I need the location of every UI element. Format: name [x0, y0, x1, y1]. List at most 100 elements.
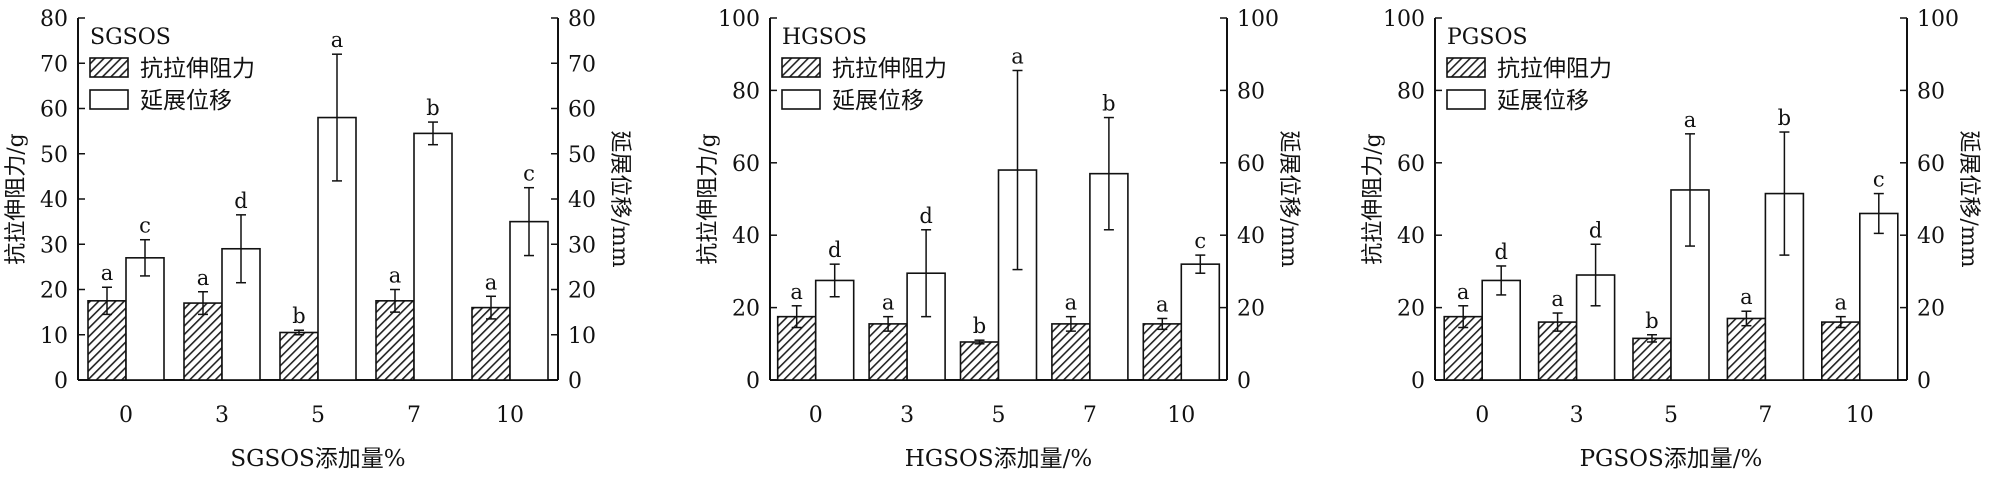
significance-label: d: [919, 204, 932, 228]
x-tick-label: 5: [992, 403, 1006, 428]
significance-label: a: [882, 291, 895, 315]
x-axis-label: PGSOS添加量/%: [1580, 446, 1763, 472]
right-tick-label: 100: [1917, 7, 1959, 32]
chart-panel-hgsos: 0 20 40 60 80 100 0 20 40 60 80 100 0 a d 3 a d 5 b a 7 a b 10 a c…: [696, 7, 1301, 472]
resistance-bar: [471, 306, 511, 381]
right-tick-label: 40: [568, 188, 596, 213]
resistance-bar: [1632, 337, 1672, 381]
significance-label: a: [1835, 291, 1848, 315]
right-tick-label: 0: [1237, 369, 1251, 394]
right-tick-label: 30: [568, 233, 596, 258]
x-tick-label: 7: [1083, 403, 1097, 428]
left-tick-label: 20: [1397, 297, 1425, 322]
right-tick-label: 60: [1237, 152, 1265, 177]
right-tick-label: 0: [568, 369, 582, 394]
significance-label: b: [973, 314, 986, 338]
significance-label: a: [1011, 44, 1024, 68]
significance-label: c: [523, 162, 535, 186]
y2-axis-label: 延展位移/mm: [1276, 130, 1301, 267]
right-tick-label: 20: [1237, 297, 1265, 322]
left-tick-label: 20: [732, 297, 760, 322]
right-tick-label: 20: [568, 279, 596, 304]
x-tick-label: 0: [809, 403, 823, 428]
right-tick-label: 60: [568, 98, 596, 123]
right-tick-label: 40: [1917, 224, 1945, 249]
resistance-bar: [1051, 323, 1091, 381]
significance-label: d: [1589, 218, 1602, 242]
panel-title: PGSOS: [1447, 25, 1528, 50]
left-tick-label: 50: [40, 143, 68, 168]
y-axis-label: 抗拉伸阻力/g: [1361, 133, 1386, 265]
resistance-bar: [279, 331, 319, 381]
x-axis-label: SGSOS添加量%: [230, 446, 405, 472]
right-tick-label: 10: [568, 324, 596, 349]
displacement-bar: [413, 132, 453, 381]
significance-label: a: [1551, 287, 1564, 311]
significance-label: a: [331, 28, 344, 52]
significance-label: b: [1778, 106, 1791, 130]
significance-label: d: [1494, 240, 1507, 264]
left-tick-label: 20: [40, 279, 68, 304]
significance-label: a: [1156, 292, 1169, 316]
resistance-bar: [183, 302, 223, 381]
significance-label: a: [1457, 280, 1470, 304]
right-tick-label: 60: [1917, 152, 1945, 177]
resistance-bar: [959, 341, 1000, 381]
legend-label: 抗拉伸阻力: [832, 56, 947, 82]
right-tick-label: 80: [1917, 79, 1945, 104]
x-tick-label: 5: [1664, 403, 1678, 428]
x-tick-label: 10: [1846, 403, 1874, 428]
x-axis-label: HGSOS添加量/%: [905, 446, 1092, 472]
resistance-bar: [776, 315, 817, 381]
significance-label: b: [426, 96, 439, 120]
y-axis-label: 抗拉伸阻力/g: [696, 133, 721, 265]
left-tick-label: 40: [1397, 224, 1425, 249]
right-tick-label: 40: [1237, 224, 1265, 249]
x-tick-label: 3: [215, 403, 229, 428]
significance-label: c: [1194, 229, 1206, 253]
y2-axis-label: 延展位移/mm: [607, 130, 632, 267]
left-tick-label: 40: [732, 224, 760, 249]
x-tick-label: 0: [119, 403, 133, 428]
left-tick-label: 100: [718, 7, 760, 32]
x-tick-label: 10: [1167, 403, 1195, 428]
significance-label: a: [1065, 291, 1078, 315]
significance-label: a: [101, 261, 114, 285]
significance-label: c: [139, 214, 151, 238]
significance-label: b: [292, 304, 305, 328]
significance-label: a: [1740, 285, 1753, 309]
resistance-bar: [868, 323, 908, 381]
significance-label: a: [485, 270, 498, 294]
legend-swatch-open: [1446, 89, 1486, 110]
significance-label: d: [828, 238, 841, 262]
significance-label: a: [389, 264, 402, 288]
right-tick-label: 80: [568, 7, 596, 32]
significance-label: c: [1873, 168, 1885, 192]
significance-label: a: [1684, 108, 1697, 132]
displacement-bar: [1180, 263, 1221, 381]
x-tick-label: 7: [1758, 403, 1772, 428]
right-tick-label: 80: [1237, 79, 1265, 104]
right-tick-label: 50: [568, 143, 596, 168]
legend-swatch-open: [781, 89, 821, 110]
legend-label: 抗拉伸阻力: [140, 56, 255, 82]
left-tick-label: 80: [40, 7, 68, 32]
x-tick-label: 3: [1570, 403, 1584, 428]
significance-label: a: [790, 280, 803, 304]
panel-title: HGSOS: [782, 25, 867, 50]
legend-label: 延展位移: [140, 88, 232, 114]
significance-label: d: [234, 189, 247, 213]
panel-title: SGSOS: [90, 25, 171, 50]
left-tick-label: 10: [40, 324, 68, 349]
legend-swatch-hatched: [1446, 57, 1486, 78]
left-tick-label: 0: [746, 369, 760, 394]
x-tick-label: 5: [311, 403, 325, 428]
chart-panel-sgsos: 0 10 20 30 40 50 60 70 80 0 10 20 30 40 50 60 70 80 0 a c 3 a d…: [4, 7, 632, 472]
y-axis-label: 抗拉伸阻力/g: [4, 133, 29, 265]
legend-label: 抗拉伸阻力: [1497, 56, 1612, 82]
displacement-bar: [125, 257, 165, 381]
left-tick-label: 70: [40, 52, 68, 77]
significance-label: a: [197, 266, 210, 290]
displacement-bar: [1481, 279, 1521, 381]
left-tick-label: 80: [732, 79, 760, 104]
